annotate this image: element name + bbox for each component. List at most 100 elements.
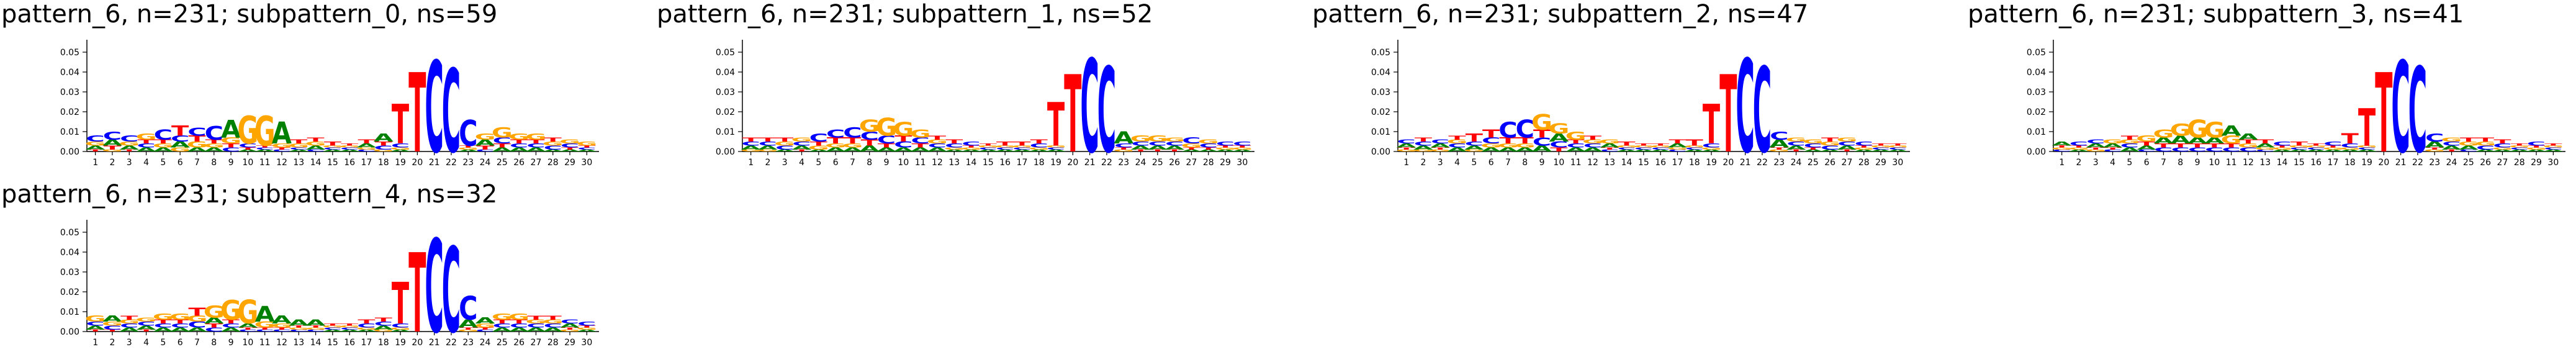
logo-letter-g: G (2441, 137, 2462, 143)
svg-text:T: T (578, 325, 595, 328)
logo-letter-t: T (87, 149, 104, 152)
logo-letter-c: C (442, 46, 461, 177)
logo-letter-c: C (272, 149, 291, 152)
svg-text:A: A (1413, 145, 1433, 151)
svg-text:T: T (256, 145, 274, 148)
svg-text:A: A (475, 138, 495, 148)
svg-text:T: T (1132, 149, 1149, 152)
svg-text:G: G (305, 140, 327, 147)
svg-text:A: A (1515, 147, 1535, 153)
svg-text:C: C (1199, 143, 1218, 149)
x-tick-label: 11 (1570, 158, 1582, 168)
x-tick-label: 18 (2344, 158, 2356, 168)
logo-letter-a: A (1617, 149, 1637, 152)
svg-text:A: A (809, 149, 829, 152)
svg-text:T: T (861, 138, 878, 148)
y-tick-label: 0.01 (60, 307, 79, 317)
logo-letter-g: G (825, 143, 846, 149)
svg-text:A: A (2323, 149, 2343, 152)
svg-text:A: A (2069, 149, 2089, 152)
logo-letter-t: T (104, 329, 121, 332)
logo-letter-t: T (137, 138, 155, 145)
svg-text:A: A (1549, 132, 1569, 145)
svg-text:T: T (2443, 149, 2460, 152)
logo-letter-a: A (944, 149, 964, 152)
logo-letter-c: C (510, 323, 528, 329)
svg-text:A: A (758, 145, 778, 151)
logo-letter-a: A (809, 149, 829, 152)
y-tick-label: 0.01 (2027, 127, 2046, 137)
logo-letter-a: A (2222, 123, 2241, 139)
svg-text:G: G (271, 323, 292, 329)
logo-letter-t: T (996, 140, 1014, 147)
x-tick-label: 20 (2378, 158, 2389, 168)
svg-text:T: T (2138, 140, 2156, 147)
logo-letter-c: C (103, 325, 122, 331)
x-tick-label: 2 (765, 158, 770, 168)
logo-letter-t: T (1567, 138, 1585, 145)
logo-letter-a: A (204, 317, 224, 326)
logo-letter-c: C (1804, 143, 1822, 149)
svg-text:C: C (1397, 138, 1415, 145)
svg-text:A: A (2255, 143, 2275, 149)
svg-text:A: A (2425, 140, 2444, 150)
svg-text:A: A (1803, 149, 1823, 152)
logo-letter-t: T (1855, 145, 1873, 148)
logo-letter-t: T (476, 145, 494, 151)
logo-letter-a: A (255, 149, 275, 152)
logo-letter-g: G (576, 327, 597, 330)
svg-text:C: C (323, 147, 342, 150)
logo-letter-a: A (475, 138, 495, 148)
svg-text:T: T (945, 138, 963, 145)
svg-text:G: G (322, 145, 343, 148)
logo-letter-g: G (153, 143, 174, 149)
logo-letter-t: T (273, 327, 290, 330)
svg-text:G: G (1497, 143, 1518, 149)
svg-text:G: G (204, 143, 225, 149)
x-tick-label: 4 (799, 158, 804, 168)
svg-text:C: C (860, 130, 879, 142)
svg-text:A: A (2103, 143, 2123, 149)
svg-text:C: C (2307, 147, 2325, 150)
logo-letter-c: C (544, 323, 562, 329)
logo-letter-c: C (205, 122, 223, 144)
svg-text:G: G (2085, 149, 2106, 152)
svg-text:C: C (911, 137, 929, 146)
svg-text:A: A (509, 147, 529, 153)
x-tick-label: 8 (2177, 158, 2183, 168)
svg-text:G: G (1029, 147, 1050, 150)
x-tick-label: 22 (1101, 158, 1112, 168)
logo-letter-t: T (2223, 143, 2241, 149)
x-tick-label: 1 (2059, 158, 2065, 168)
svg-text:C: C (475, 149, 494, 152)
logo-letter-g: G (559, 138, 580, 145)
logo-letter-g: G (741, 149, 762, 152)
svg-text:G: G (2492, 147, 2513, 150)
logo-letter-t: T (1415, 137, 1433, 143)
logo-letter-g: G (927, 138, 948, 145)
logo-letter-a: A (1430, 143, 1450, 149)
logo-letter-a: A (927, 147, 947, 153)
svg-text:G: G (2458, 140, 2479, 147)
logo-letter-g: G (2542, 145, 2564, 148)
svg-text:G: G (543, 319, 564, 325)
logo-letter-t: T (324, 323, 341, 326)
logo-letter-c: C (2408, 43, 2427, 177)
logo-letter-g: G (1497, 143, 1518, 149)
logo-letter-c: C (323, 327, 342, 330)
svg-text:T: T (222, 319, 240, 325)
logo-letter-a: A (204, 147, 224, 153)
x-tick-label: 15 (983, 158, 994, 168)
svg-text:C: C (2544, 147, 2562, 150)
svg-text:T: T (929, 135, 947, 141)
logo-letter-t: T (1703, 94, 1720, 157)
svg-text:A: A (1685, 149, 1705, 152)
x-tick-label: 6 (178, 158, 183, 168)
logo-letter-a: A (1786, 145, 1806, 151)
logo-letter-t: T (510, 319, 528, 325)
x-tick-label: 23 (462, 158, 474, 168)
svg-text:G: G (475, 323, 496, 329)
svg-text:C: C (154, 323, 173, 329)
logo-letter-g: G (1181, 143, 1202, 149)
logo-letter-c: C (425, 36, 443, 177)
